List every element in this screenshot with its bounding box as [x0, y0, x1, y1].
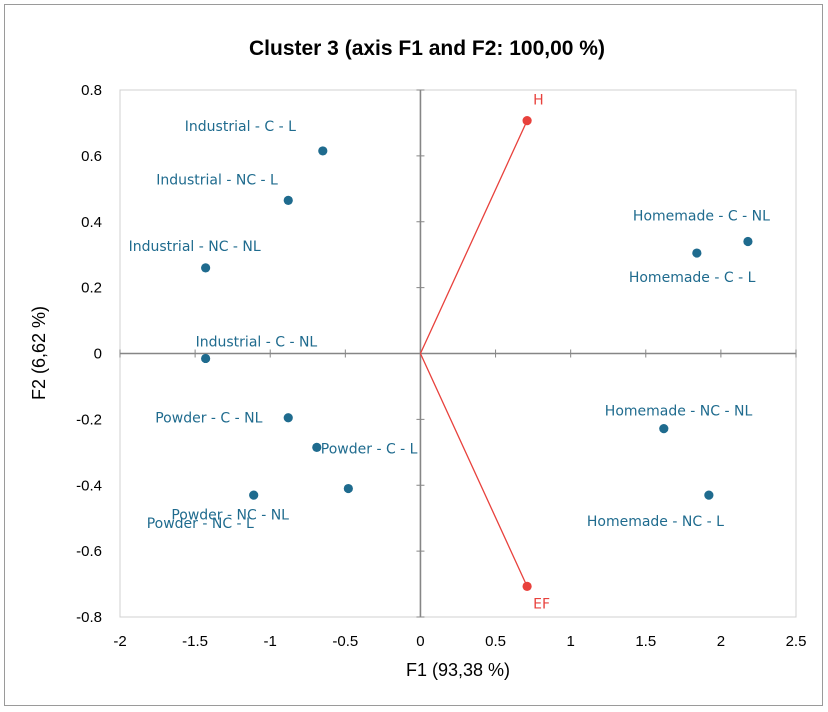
- observation-label: Homemade - NC - NL: [605, 404, 753, 420]
- observation-point: [249, 490, 259, 500]
- observation-label: Homemade - C - NL: [633, 209, 770, 225]
- observation-point: [283, 413, 293, 423]
- x-tick-label: 0.5: [485, 633, 506, 650]
- y-tick-label: -0.6: [76, 543, 102, 560]
- observation-point: [659, 423, 669, 434]
- x-tick-label: 2: [717, 633, 725, 650]
- variable-label: EF: [533, 596, 550, 612]
- x-tick-label: -2: [113, 633, 126, 650]
- observation-label: Industrial - NC - NL: [129, 239, 261, 255]
- observation-point: [692, 248, 702, 258]
- y-tick-label: -0.8: [76, 609, 102, 626]
- y-tick-label: 0.2: [81, 280, 102, 297]
- x-axis-title: F1 (93,38 %): [406, 660, 510, 680]
- observation-label: Industrial - NC - L: [156, 172, 278, 188]
- observation-point: [283, 195, 293, 205]
- y-tick-label: -0.2: [76, 411, 102, 428]
- observation-point: [201, 263, 211, 273]
- observation-point: [312, 442, 322, 452]
- x-tick-label: 2.5: [786, 633, 807, 650]
- observation-point: [743, 236, 753, 247]
- observation-point: [704, 490, 714, 500]
- chart-title: Cluster 3 (axis F1 and F2: 100,00 %): [249, 37, 605, 60]
- observation-label: Homemade - NC - L: [587, 514, 724, 530]
- chart-frame: [4, 4, 823, 706]
- variable-vector: [419, 353, 528, 587]
- observation-label: Powder - C - L: [321, 441, 418, 457]
- y-tick-label: 0.4: [81, 214, 102, 231]
- observation-label: Powder - NC - L: [147, 516, 254, 532]
- x-tick-label: 0: [416, 633, 424, 650]
- variable-label: H: [533, 93, 544, 109]
- observation-label: Powder - C - NL: [155, 411, 262, 427]
- variable-point: [522, 116, 532, 126]
- variable-vector: [419, 120, 528, 354]
- plot-area: -2 -1.5 -1 -0.5 0 0.5 1 1.5 2 2.5 0.8 0.6 0.4 0.2 0 -0.…: [76, 82, 806, 650]
- observation-point: [343, 483, 353, 494]
- x-tick-label: 1: [566, 633, 574, 650]
- x-tick-label: 1.5: [635, 633, 656, 650]
- y-tick-label: 0.6: [81, 148, 102, 165]
- x-tick-label: -0.5: [332, 633, 358, 650]
- y-tick-label: 0.8: [81, 82, 102, 99]
- observation-label: Homemade - C - L: [629, 270, 756, 286]
- y-tick-label: 0: [94, 346, 102, 363]
- y-axis-title: F2 (6,62 %): [29, 306, 49, 400]
- x-tick-label: -1: [264, 633, 277, 650]
- observation-label: Powder - NC - NL: [171, 508, 289, 524]
- observation-point: [201, 353, 211, 364]
- observation-point: [318, 146, 328, 156]
- x-tick-label: -1.5: [182, 633, 208, 650]
- y-tick-label: -0.4: [76, 477, 102, 494]
- observation-label: Industrial - C - L: [185, 119, 296, 135]
- observation-label: Industrial - C - NL: [196, 334, 318, 350]
- variable-point: [522, 581, 532, 591]
